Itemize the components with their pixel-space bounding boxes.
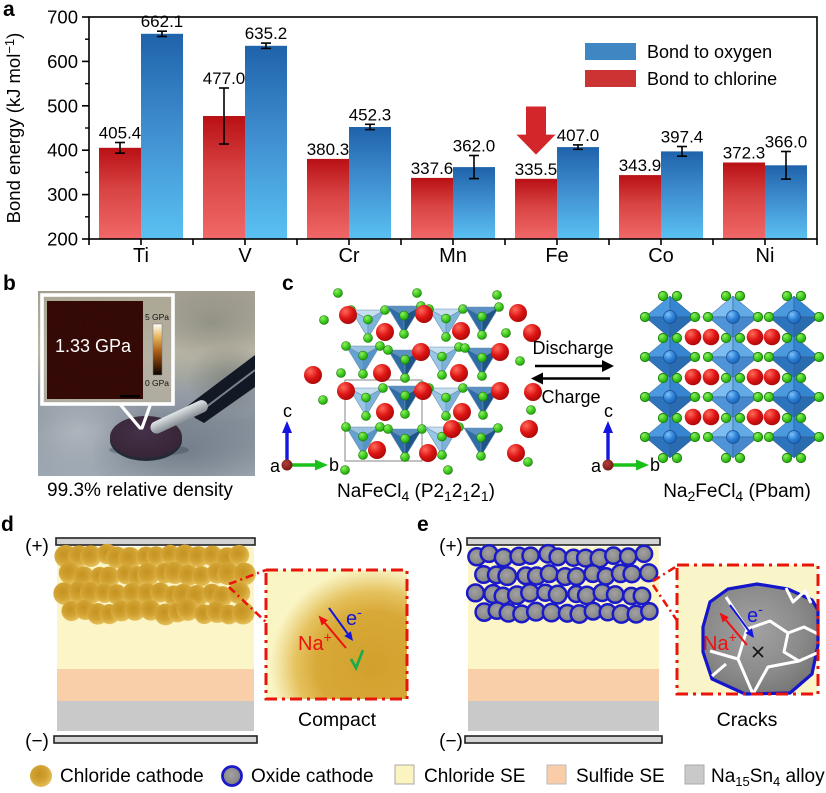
svg-text:a: a [270, 456, 281, 476]
svg-text:300: 300 [47, 184, 78, 205]
svg-text:372.3: 372.3 [723, 144, 766, 163]
svg-text:Cr: Cr [338, 245, 359, 267]
svg-text:452.3: 452.3 [349, 105, 392, 124]
svg-text:405.4: 405.4 [99, 124, 142, 143]
svg-text:0 GPa: 0 GPa [145, 378, 169, 388]
svg-text:407.0: 407.0 [557, 126, 600, 145]
svg-text:362.0: 362.0 [453, 137, 496, 156]
svg-text:662.1: 662.1 [141, 12, 184, 31]
svg-text:343.9: 343.9 [619, 156, 662, 175]
svg-text:380.3: 380.3 [307, 140, 350, 159]
svg-text:Bond to chlorine: Bond to chlorine [647, 69, 777, 89]
svg-text:Sulfide SE: Sulfide SE [576, 766, 665, 787]
svg-text:Bond to oxygen: Bond to oxygen [647, 42, 772, 62]
svg-text:337.6: 337.6 [411, 159, 454, 178]
svg-text:Discharge: Discharge [532, 338, 613, 358]
svg-text:Ti: Ti [133, 245, 149, 267]
svg-text:600: 600 [47, 51, 78, 72]
svg-text:Oxide cathode: Oxide cathode [251, 766, 374, 787]
svg-text:NaFeCl4 (P212121): NaFeCl4 (P212121) [337, 481, 495, 504]
svg-text:Compact: Compact [298, 709, 377, 731]
svg-text:b: b [650, 455, 660, 475]
svg-text:635.2: 635.2 [245, 24, 288, 43]
svg-text:397.4: 397.4 [661, 128, 704, 147]
svg-text:400: 400 [47, 140, 78, 161]
svg-text:700: 700 [47, 7, 78, 28]
svg-text:(−): (−) [25, 731, 49, 752]
svg-text:Mn: Mn [439, 245, 467, 267]
svg-text:Bond energy (kJ mol−1): Bond energy (kJ mol−1) [2, 33, 24, 224]
svg-text:Co: Co [648, 245, 674, 267]
svg-text:5 GPa: 5 GPa [145, 312, 169, 322]
svg-text:500: 500 [47, 95, 78, 116]
svg-text:(+): (+) [25, 536, 49, 557]
svg-text:c: c [283, 401, 292, 421]
svg-text:200: 200 [47, 229, 78, 250]
svg-text:Na2FeCl4 (Pbam): Na2FeCl4 (Pbam) [663, 481, 811, 504]
svg-text:Chloride SE: Chloride SE [424, 766, 525, 787]
svg-text:Na15Sn4 alloy: Na15Sn4 alloy [711, 766, 825, 789]
svg-text:Ni: Ni [756, 245, 775, 267]
svg-text:(+): (+) [439, 536, 463, 557]
svg-text:b: b [329, 455, 339, 475]
svg-text:Cracks: Cracks [717, 709, 778, 731]
svg-text:335.5: 335.5 [515, 160, 558, 179]
svg-text:V: V [238, 245, 252, 267]
svg-text:Charge: Charge [541, 387, 600, 407]
svg-text:a: a [591, 456, 602, 476]
svg-text:366.0: 366.0 [765, 133, 808, 152]
svg-text:477.0: 477.0 [203, 69, 246, 88]
svg-text:Na+: Na+ [703, 629, 737, 655]
svg-text:(−): (−) [439, 731, 463, 752]
svg-text:1.33 GPa: 1.33 GPa [55, 336, 132, 356]
svg-text:Fe: Fe [545, 245, 568, 267]
svg-text:c: c [604, 401, 613, 421]
svg-text:Chloride cathode: Chloride cathode [60, 766, 204, 787]
